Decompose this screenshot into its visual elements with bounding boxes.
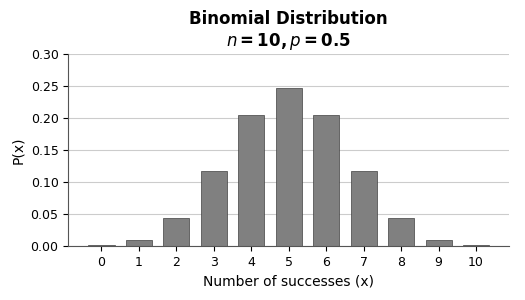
Bar [163,218,190,246]
Bar [201,171,227,246]
Bar [351,171,377,246]
Bar [463,245,489,246]
Y-axis label: P(x): P(x) [11,136,25,164]
Title: Binomial Distribution
$\bf{\it{n}}$$\bf{ = 10, }$$\bf{\it{p}}$$\bf{ = 0.5}$: Binomial Distribution $\bf{\it{n}}$$\bf{… [190,10,388,52]
Bar [238,115,265,246]
Bar [425,240,451,246]
Bar [88,245,114,246]
Bar [126,240,152,246]
Bar [276,88,302,246]
Bar [388,218,414,246]
X-axis label: Number of successes (x): Number of successes (x) [203,274,374,288]
Bar [313,115,339,246]
